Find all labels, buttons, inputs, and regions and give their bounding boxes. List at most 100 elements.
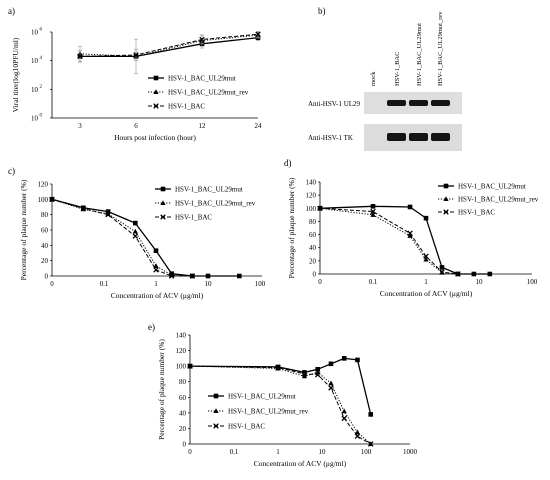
y-tick-label: 20 [309,257,317,265]
marker-square [213,393,219,399]
x-tick-label: 10 [476,278,484,286]
marker-square [443,183,449,189]
marker-triangle [354,429,361,435]
legend-label: HSV-1_BAC_UL29mut_rev [168,89,249,97]
marker-x [317,205,323,212]
x-tick-label: 0.1 [369,278,378,286]
x-tick-label: 6 [134,122,138,130]
blot-row-label: Anti-HSV-1 TK [308,134,353,142]
y-tick-label: 120 [176,347,187,355]
series-line [319,207,458,275]
blot-lane-label: HSV-1_BAC [394,52,401,86]
marker-triangle [423,256,429,262]
x-axis-title: Concentration of ACV (μg/ml) [111,291,204,300]
x-tick-label: 100 [361,448,372,456]
blot-band [409,100,428,106]
marker-x [314,371,321,378]
y-tick-exponent: 2 [40,85,43,90]
marker-square [407,204,413,210]
marker-triangle [407,233,413,238]
blot-band [409,133,428,141]
marker-square [423,215,429,221]
marker-triangle [213,408,219,413]
blot-row-label: Anti-HSV-1 UL29 [308,100,361,108]
y-tick-label: 20 [41,257,49,265]
marker-square [302,370,307,375]
marker-x [407,230,413,237]
blot-lane-label: HSV-1_BAC_UL29mut [416,23,423,86]
series-line [79,33,259,57]
marker-square [315,366,321,372]
marker-square [153,75,159,81]
y-tick-label: 0 [183,441,187,449]
marker-x [160,214,166,220]
legend-label: HSV-1_BAC_UL29mut_rev [228,408,309,416]
x-tick-label: 1 [276,448,280,456]
y-tick-label: 80 [41,211,49,219]
x-tick-label: 1 [154,280,158,288]
y-axis-title: Percentage of plaque number (%) [157,339,166,440]
y-tick-label: 100 [306,205,317,213]
y-tick-label: 20 [179,425,187,433]
x-tick-label: 100 [255,280,266,288]
x-axis-title: Concentration of ACV (μg/ml) [380,289,473,298]
marker-square [153,248,159,253]
marker-triangle [370,212,376,217]
western-blot: mock HSV-1_BAC HSV-1_BAC_UL29mut HSV-1_B… [308,11,462,151]
marker-x [423,253,429,260]
legend-label: HSV-1_BAC_UL29mut [458,183,526,191]
marker-x [455,271,461,277]
x-tick-label: 0 [50,280,54,288]
marker-x [328,385,334,391]
y-tick-label: 140 [176,332,187,340]
x-tick-label: 0.1 [230,448,239,456]
marker-square [368,412,374,417]
marker-x [367,441,374,447]
x-axis-title: Hours post infection (hour) [114,133,196,142]
marker-square [341,356,347,361]
x-tick-label: 100 [527,278,538,286]
chart-plaque-d: 0 20 40 60 80 100 120 140 0 0.1 1 10 100 Concentratio… [287,177,539,298]
series-line [51,198,193,277]
y-tick-label: 140 [306,179,317,187]
legend-label: HSV-1_BAC_UL29mut [228,393,296,401]
marker-x [301,371,308,377]
legend-label: HSV-1_BAC [168,103,205,111]
legend-label: HSV-1_BAC [458,209,495,217]
marker-x [132,233,139,239]
marker-x [168,273,175,279]
blot-band [431,133,450,141]
marker-x [153,103,159,109]
y-tick-label: 10 [31,115,39,123]
marker-x [255,31,261,37]
y-tick-label: 40 [41,242,49,250]
y-tick-exponent: 4 [40,56,43,61]
marker-square [439,265,445,270]
y-tick-label: 60 [179,394,187,402]
y-tick-label: 100 [38,196,49,204]
y-tick-label: 40 [309,244,317,252]
y-tick-exponent: 0 [40,114,43,119]
y-tick-label: 10 [31,57,39,65]
legend-label: HSV-1_BAC_UL29mut_rev [458,196,539,204]
y-tick-label: 40 [179,409,187,417]
marker-x [439,269,445,275]
marker-x [133,52,139,58]
y-axis-title: Percentage of plaque number (%) [287,177,296,278]
marker-x [153,267,159,273]
x-tick-label: 10 [205,280,213,288]
marker-x [199,36,205,43]
blot-band [387,133,406,141]
panel-label-d: d) [284,158,292,168]
legend-label: HSV-1_BAC [228,423,265,431]
marker-x [80,205,87,212]
series-line [79,34,259,57]
chart-plaque-e: 0 20 40 60 80 100 120 140 0 0.1 1 10 100 1000 Concentr… [157,332,418,469]
blot-band [431,100,450,106]
marker-triangle [153,89,159,94]
marker-x [370,208,376,215]
marker-x [77,53,83,60]
marker-square [471,271,477,277]
